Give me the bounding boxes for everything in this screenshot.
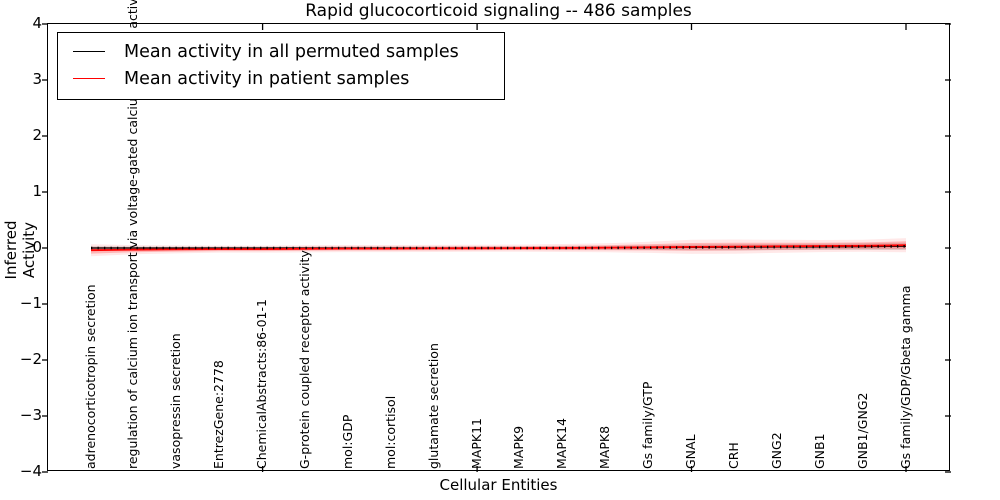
y-tick-label: 3: [32, 70, 42, 88]
legend-item-patient: Mean activity in patient samples: [58, 65, 504, 92]
x-axis-label: Cellular Entities: [439, 476, 558, 494]
legend-line-black-icon: [73, 51, 105, 52]
legend-label-patient: Mean activity in patient samples: [124, 68, 410, 89]
chart-canvas: [42, 23, 951, 473]
legend-label-permuted: Mean activity in all permuted samples: [124, 41, 459, 62]
y-tick-label: −4: [19, 462, 42, 480]
y-tick-label: −3: [19, 406, 42, 424]
legend-line-red-icon: [73, 78, 105, 79]
legend-item-permuted: Mean activity in all permuted samples: [58, 38, 504, 65]
y-tick-label: 2: [32, 126, 42, 144]
legend: Mean activity in all permuted samples Me…: [57, 32, 505, 100]
chart-title: Rapid glucocorticoid signaling -- 486 sa…: [305, 1, 692, 21]
y-axis-label: Inferred Activity: [2, 220, 38, 280]
plot-area: [42, 23, 951, 473]
y-tick-label: 4: [32, 14, 42, 32]
y-tick-label: −2: [19, 350, 42, 368]
